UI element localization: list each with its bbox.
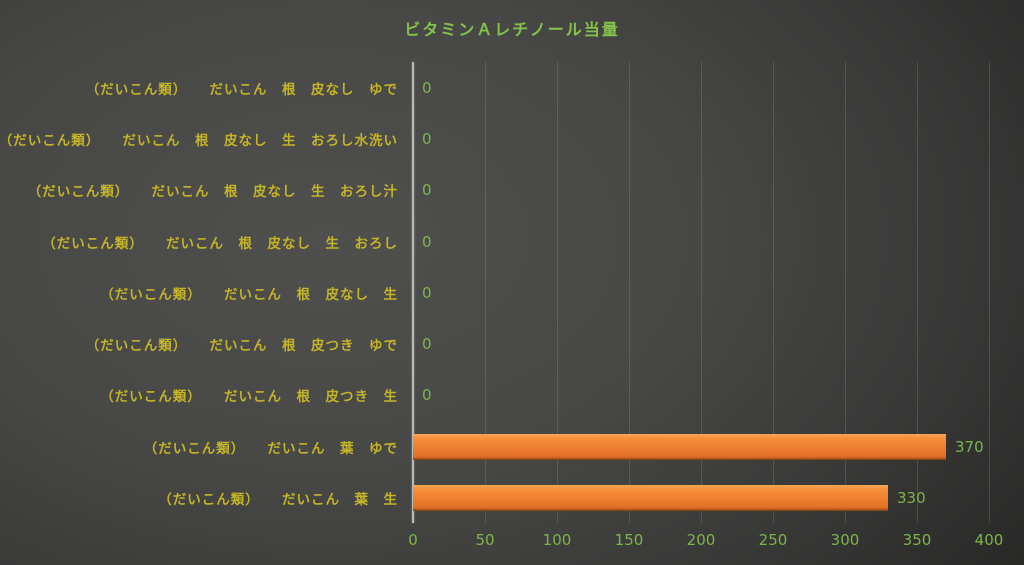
- category-label: （だいこん類） だいこん 根 皮なし 生 おろし水洗い: [0, 132, 398, 149]
- bar-row: 330: [413, 472, 989, 523]
- value-label: 0: [422, 129, 432, 148]
- category-label: （だいこん類） だいこん 根 皮なし 生 おろし汁: [27, 183, 398, 200]
- bar-row: 0: [413, 318, 989, 369]
- x-tick-label: 200: [686, 531, 716, 549]
- bar-row: 0: [413, 216, 989, 267]
- gridline-100: [557, 62, 558, 523]
- bar-row: 0: [413, 369, 989, 420]
- y-axis-line: [412, 62, 414, 523]
- gridline-300: [845, 62, 846, 523]
- value-label: 330: [897, 488, 926, 507]
- category-label: （だいこん類） だいこん 根 皮つき ゆで: [85, 337, 398, 354]
- chart-title: ビタミンＡレチノール当量: [404, 20, 620, 39]
- bar-row: 0: [413, 267, 989, 318]
- gridline-350: [917, 62, 918, 523]
- category-label: （だいこん類） だいこん 根 皮なし ゆで: [85, 81, 398, 98]
- value-label: 0: [422, 78, 432, 97]
- x-tick-label: 100: [542, 531, 572, 549]
- x-tick-label: 400: [974, 531, 1004, 549]
- value-label: 0: [422, 385, 432, 404]
- gridline-150: [629, 62, 630, 523]
- data-bar: [413, 484, 888, 511]
- x-tick-label: 250: [758, 531, 788, 549]
- bar-row: 370: [413, 421, 989, 472]
- bar-row: 0: [413, 62, 989, 113]
- plot-area: 0 0 0 0 0 0 0 370 330: [412, 62, 990, 523]
- bar-row: 0: [413, 113, 989, 164]
- category-label: （だいこん類） だいこん 葉 生: [158, 491, 398, 508]
- x-tick-label: 300: [830, 531, 860, 549]
- gridline-250: [773, 62, 774, 523]
- data-bar: [413, 433, 946, 460]
- gridline-50: [485, 62, 486, 523]
- x-tick-label: 50: [475, 531, 495, 549]
- value-label: 0: [422, 283, 432, 302]
- gridline-400: [989, 62, 990, 523]
- x-tick-label: 0: [408, 531, 418, 549]
- value-label: 0: [422, 232, 432, 251]
- category-label: （だいこん類） だいこん 根 皮なし 生: [100, 286, 398, 303]
- category-label: （だいこん類） だいこん 葉 ゆで: [143, 440, 398, 457]
- value-label: 0: [422, 180, 432, 199]
- bar-row: 0: [413, 164, 989, 215]
- x-axis-tick-labels: 0 50 100 150 200 250 300 350 400: [408, 531, 1003, 553]
- x-tick-label: 150: [614, 531, 644, 549]
- x-tick-label: 350: [902, 531, 932, 549]
- category-label: （だいこん類） だいこん 根 皮つき 生: [100, 388, 398, 405]
- value-label: 0: [422, 334, 432, 353]
- gridline-200: [701, 62, 702, 523]
- value-label: 370: [955, 437, 984, 456]
- category-axis: （だいこん類） だいこん 根 皮なし ゆで （だいこん類） だいこん 根 皮なし …: [0, 62, 405, 523]
- category-label: （だいこん類） だいこん 根 皮なし 生 おろし: [42, 235, 398, 252]
